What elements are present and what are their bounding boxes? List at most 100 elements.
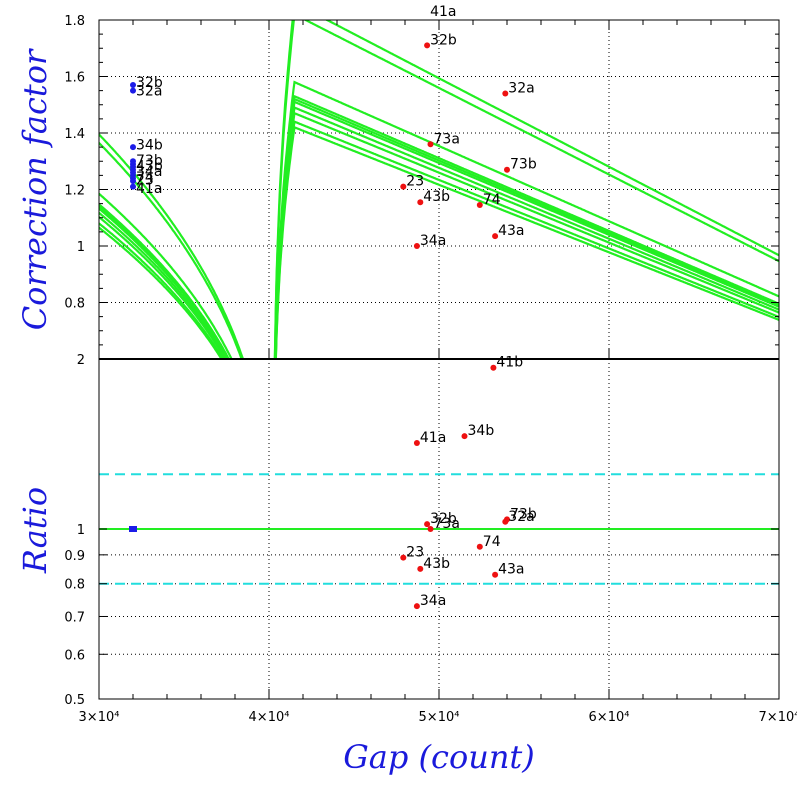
top-ytick-label-2: 1.2 xyxy=(64,184,85,199)
top-blue-label-1: 32a xyxy=(136,84,162,100)
top-blue-point-0 xyxy=(130,81,136,88)
curve-right-2 xyxy=(274,80,779,359)
curve-right-1 xyxy=(273,20,779,359)
bottom-red-point-0 xyxy=(490,364,497,371)
top-ytick-label-0: 0.8 xyxy=(64,297,85,312)
top-red-label-9: 34a xyxy=(420,233,446,249)
top-red-label-4: 73b xyxy=(510,157,537,173)
top-red-label-1: 32b xyxy=(430,32,457,48)
x-axis-title: Gap (count) xyxy=(343,738,535,776)
bottom-red-point-9 xyxy=(417,565,424,572)
top-ytick-label-5: 1.8 xyxy=(64,14,85,29)
bottom-red-point-8 xyxy=(400,554,407,561)
curve-left-8 xyxy=(99,222,225,359)
bottom-red-label-10: 43a xyxy=(498,562,524,578)
curve-left-6 xyxy=(99,211,228,359)
top-red-label-6: 43b xyxy=(423,189,450,205)
bottom-red-label-4: 32a xyxy=(508,509,534,525)
x-axis: 3×10⁴ 4×10⁴ 5×10⁴ 6×10⁴ 7×10⁴ xyxy=(79,20,797,725)
top-blue-point-1 xyxy=(130,87,136,94)
top-ytick-label-4: 1.6 xyxy=(64,71,85,86)
curve-left-1 xyxy=(99,142,243,359)
curve-right-5 xyxy=(274,100,779,359)
top-red-point-8 xyxy=(492,233,499,240)
top-blue-label-7: 23 xyxy=(136,173,154,189)
bottom-red-label-6: 73a xyxy=(434,516,460,532)
top-red-point-7 xyxy=(476,202,483,209)
bottom-ytick-label-1: 0.6 xyxy=(64,648,85,663)
curve-left-5 xyxy=(99,207,229,359)
top-red-point-1 xyxy=(424,42,431,49)
top-blue-label-6: 74 xyxy=(136,170,154,186)
bottom-red-label-0: 41b xyxy=(496,355,523,371)
top-red-point-9 xyxy=(413,243,420,249)
top-blue-label-3: 73b xyxy=(136,153,163,169)
top-red-label-3: 73a xyxy=(434,131,460,147)
top-red-point-5 xyxy=(400,183,407,190)
bottom-red-label-8: 23 xyxy=(406,545,424,561)
top-red-label-0: 41a xyxy=(430,4,456,20)
curve-left-2 xyxy=(99,192,233,359)
bottom-red-label-1: 34b xyxy=(468,423,495,439)
bottom-ytick-label-5: 1 xyxy=(77,523,85,538)
top-panel: 32b32a34b73b43b34a742341a41a32b32a73a73b… xyxy=(64,4,780,360)
top-red-point-4 xyxy=(504,166,510,173)
bottom-red-point-5 xyxy=(424,521,431,528)
xtick-label-2: 5×10⁴ xyxy=(419,710,460,725)
bottom-red-point-6 xyxy=(427,526,434,532)
top-blue-point-2 xyxy=(130,144,136,151)
bottom-ytick-label-0: 0.5 xyxy=(64,693,85,708)
curve-right-0 xyxy=(273,20,779,359)
top-blue-point-11 xyxy=(130,183,136,190)
top-red-label-2: 32a xyxy=(508,80,534,96)
top-blue-label-4: 43b xyxy=(136,158,163,174)
bottom-red-point-7 xyxy=(476,543,483,550)
curve-left-7 xyxy=(99,216,227,359)
top-ytick-label-3: 1.4 xyxy=(64,127,85,142)
curve-right-9 xyxy=(274,125,779,359)
bottom-red-label-11: 34a xyxy=(420,593,446,609)
top-red-point-6 xyxy=(417,199,424,206)
bottom-red-point-1 xyxy=(461,433,468,440)
xtick-label-3: 6×10⁴ xyxy=(589,710,630,725)
curve-right-8 xyxy=(274,120,779,359)
bottom-red-label-7: 74 xyxy=(483,534,501,550)
top-red-label-5: 23 xyxy=(406,174,424,190)
curve-right-3 xyxy=(274,94,779,359)
bottom-red-label-2: 41a xyxy=(420,430,446,446)
curve-right-4 xyxy=(274,97,779,359)
top-blue-label-8: 41a xyxy=(136,181,162,197)
curve-right-7 xyxy=(274,111,779,359)
top-curves xyxy=(99,20,779,359)
top-red-point-2 xyxy=(502,90,509,97)
bottom-blue-point-0 xyxy=(129,526,137,532)
bottom-red-point-4 xyxy=(502,518,509,525)
bottom-red-point-10 xyxy=(492,571,499,578)
top-blue-label-2: 34b xyxy=(136,137,163,153)
top-ytick-label-1: 1 xyxy=(77,240,85,255)
top-blue-label-5: 34a xyxy=(136,164,162,180)
curve-left-9 xyxy=(99,226,223,359)
top-y-axis-title: Correction factor xyxy=(16,48,54,330)
top-red-label-7: 74 xyxy=(483,192,501,208)
bottom-red-point-11 xyxy=(413,603,420,610)
bottom-ytick-label-6: 2 xyxy=(77,353,85,368)
bottom-ytick-label-3: 0.8 xyxy=(64,578,85,593)
bottom-red-label-9: 43b xyxy=(423,556,450,572)
bottom-y-axis-title: Ratio xyxy=(16,487,54,574)
xtick-label-4: 7×10⁴ xyxy=(759,710,797,725)
xtick-label-1: 4×10⁴ xyxy=(249,710,290,725)
bottom-red-label-5: 32b xyxy=(430,511,457,527)
bottom-red-point-2 xyxy=(413,439,420,446)
top-red-label-8: 43a xyxy=(498,223,524,239)
curve-left-0 xyxy=(99,133,245,359)
curve-right-6 xyxy=(274,106,779,359)
xtick-label-0: 3×10⁴ xyxy=(79,710,120,725)
bottom-ytick-label-2: 0.7 xyxy=(64,610,85,625)
bottom-ytick-label-4: 0.9 xyxy=(64,549,85,564)
top-red-point-3 xyxy=(427,141,434,148)
top-blue-point-10 xyxy=(130,178,136,185)
